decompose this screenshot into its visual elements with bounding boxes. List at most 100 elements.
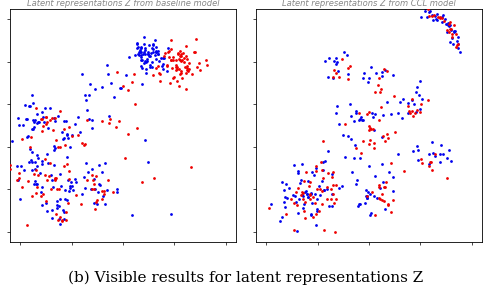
Point	[173, 78, 181, 83]
Point	[358, 117, 366, 122]
Point	[446, 20, 454, 24]
Point	[302, 189, 309, 194]
Point	[301, 216, 309, 220]
Point	[452, 45, 460, 49]
Point	[312, 212, 320, 217]
Point	[328, 192, 336, 196]
Point	[387, 111, 395, 116]
Point	[76, 130, 84, 135]
Point	[195, 61, 203, 66]
Point	[68, 184, 76, 188]
Point	[159, 61, 167, 66]
Point	[166, 81, 174, 86]
Point	[142, 66, 150, 71]
Point	[346, 64, 354, 68]
Point	[281, 195, 289, 199]
Point	[329, 76, 337, 80]
Point	[364, 194, 371, 198]
Point	[81, 186, 89, 191]
Point	[455, 41, 462, 46]
Point	[375, 118, 383, 122]
Point	[297, 193, 305, 198]
Point	[305, 194, 312, 199]
Point	[45, 161, 53, 166]
Point	[319, 176, 327, 180]
Point	[179, 51, 187, 56]
Point	[428, 140, 436, 145]
Point	[377, 87, 385, 91]
Point	[50, 148, 58, 152]
Point	[323, 184, 331, 189]
Point	[333, 104, 340, 108]
Point	[413, 144, 421, 148]
Point	[373, 82, 381, 87]
Point	[427, 159, 435, 164]
Point	[376, 186, 384, 191]
Point	[56, 215, 64, 219]
Point	[357, 151, 365, 156]
Point	[30, 120, 38, 125]
Point	[141, 138, 149, 142]
Point	[309, 214, 317, 219]
Point	[300, 202, 308, 206]
Point	[154, 51, 162, 56]
Point	[22, 117, 30, 121]
Point	[175, 56, 183, 61]
Point	[181, 56, 188, 61]
Point	[413, 108, 421, 113]
Point	[177, 54, 185, 58]
Point	[38, 161, 46, 166]
Point	[410, 101, 418, 106]
Point	[137, 45, 145, 50]
Point	[172, 58, 180, 62]
Point	[379, 134, 387, 139]
Point	[55, 217, 62, 221]
Point	[149, 46, 156, 51]
Point	[445, 22, 453, 27]
Point	[352, 182, 360, 187]
Point	[167, 37, 175, 42]
Point	[64, 178, 72, 183]
Point	[168, 66, 176, 71]
Point	[400, 97, 407, 102]
Point	[13, 164, 21, 168]
Point	[335, 75, 343, 79]
Point	[448, 36, 456, 41]
Point	[445, 22, 453, 27]
Point	[98, 189, 106, 194]
Point	[193, 64, 201, 69]
Point	[176, 58, 184, 62]
Point	[361, 71, 369, 76]
Point	[304, 192, 311, 196]
Point	[325, 56, 333, 60]
Point	[404, 110, 412, 115]
Point	[377, 73, 385, 78]
Point	[47, 172, 55, 177]
Point	[54, 187, 62, 192]
Point	[293, 228, 301, 233]
Point	[176, 54, 184, 58]
Point	[165, 55, 173, 60]
Point	[396, 100, 404, 104]
Point	[365, 76, 373, 81]
Point	[50, 143, 58, 148]
Point	[16, 123, 24, 128]
Point	[137, 49, 145, 54]
Point	[106, 117, 114, 121]
Point	[350, 119, 358, 124]
Point	[344, 72, 352, 76]
Point	[359, 139, 367, 144]
Point	[292, 189, 300, 194]
Point	[301, 200, 309, 204]
Point	[418, 97, 426, 101]
Point	[291, 193, 299, 198]
Point	[368, 65, 375, 69]
Point	[381, 67, 389, 72]
Point	[294, 186, 302, 190]
Point	[23, 117, 31, 121]
Point	[117, 86, 125, 91]
Point	[51, 145, 59, 150]
Point	[95, 182, 103, 186]
Point	[400, 169, 407, 173]
Point	[312, 166, 320, 171]
